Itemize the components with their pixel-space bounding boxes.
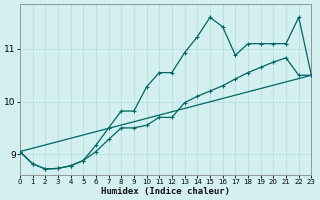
X-axis label: Humidex (Indice chaleur): Humidex (Indice chaleur) bbox=[101, 187, 230, 196]
